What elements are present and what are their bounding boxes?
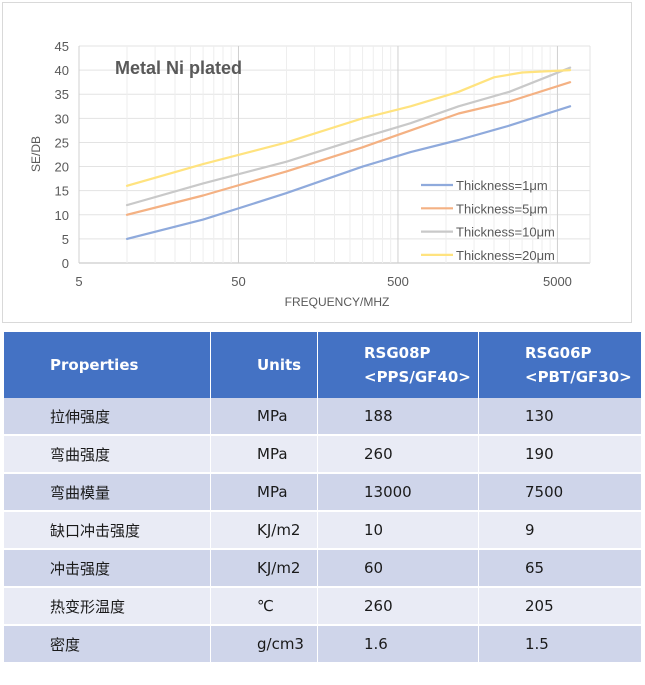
property-name: 弯曲强度 bbox=[4, 436, 211, 474]
properties-table: Properties Units RSG08P <PPS/GF40> RSG06P… bbox=[4, 332, 642, 664]
chart-series bbox=[125, 66, 572, 240]
chart-grid bbox=[78, 45, 591, 264]
y-tick-label: 30 bbox=[55, 111, 69, 126]
rsg06p-value: 7500 bbox=[479, 474, 642, 512]
legend-label-3: Thickness=10μm bbox=[456, 225, 555, 240]
rsg06p-value: 205 bbox=[479, 588, 642, 626]
property-name: 冲击强度 bbox=[4, 550, 211, 588]
header-properties: Properties bbox=[4, 332, 211, 398]
table-row: 冲击强度 KJ/m2 60 65 bbox=[4, 550, 642, 588]
series-line-3 bbox=[125, 66, 572, 207]
table-row: 密度 g/cm3 1.6 1.5 bbox=[4, 626, 642, 664]
rsg08p-value: 188 bbox=[318, 398, 479, 436]
rsg06p-value: 190 bbox=[479, 436, 642, 474]
x-axis-title: FREQUENCY/MHZ bbox=[285, 295, 390, 309]
x-tick-label: 50 bbox=[231, 274, 245, 289]
property-name: 拉伸强度 bbox=[4, 398, 211, 436]
table-row: 热变形温度 ℃ 260 205 bbox=[4, 588, 642, 626]
property-name: 热变形温度 bbox=[4, 588, 211, 626]
chart-legend: Thickness=1μm Thickness=5μm Thickness=10μm… bbox=[421, 178, 555, 263]
series-line-4 bbox=[125, 68, 572, 187]
series-line-2 bbox=[125, 81, 572, 216]
y-tick-label: 15 bbox=[55, 184, 69, 199]
rsg08p-value: 10 bbox=[318, 512, 479, 550]
legend-label-2: Thickness=5μm bbox=[456, 201, 548, 216]
rsg08p-value: 260 bbox=[318, 588, 479, 626]
table-row: 缺口冲击强度 KJ/m2 10 9 bbox=[4, 512, 642, 550]
se-frequency-chart: 0 5 10 15 20 25 30 35 40 45 5 50 500 5000 Metal Ni pl… bbox=[2, 2, 632, 323]
rsg08p-value: 1.6 bbox=[318, 626, 479, 664]
property-unit: g/cm3 bbox=[211, 626, 318, 664]
property-unit: MPa bbox=[211, 436, 318, 474]
rsg06p-value: 9 bbox=[479, 512, 642, 550]
table-row: 弯曲模量 MPa 13000 7500 bbox=[4, 474, 642, 512]
property-unit: ℃ bbox=[211, 588, 318, 626]
x-tick-label: 5 bbox=[75, 274, 82, 289]
rsg06p-value: 1.5 bbox=[479, 626, 642, 664]
y-tick-label: 35 bbox=[55, 87, 69, 102]
y-tick-label: 0 bbox=[62, 256, 69, 271]
property-name: 缺口冲击强度 bbox=[4, 512, 211, 550]
table-header-row: Properties Units RSG08P <PPS/GF40> RSG06P… bbox=[4, 332, 642, 398]
x-tick-label: 5000 bbox=[543, 274, 572, 289]
y-tick-label: 25 bbox=[55, 135, 69, 150]
header-units: Units bbox=[211, 332, 318, 398]
property-unit: KJ/m2 bbox=[211, 550, 318, 588]
property-unit: KJ/m2 bbox=[211, 512, 318, 550]
series-line-1 bbox=[125, 105, 572, 240]
legend-label-1: Thickness=1μm bbox=[456, 178, 548, 193]
y-tick-label: 40 bbox=[55, 63, 69, 78]
property-name: 弯曲模量 bbox=[4, 474, 211, 512]
rsg08p-value: 60 bbox=[318, 550, 479, 588]
chart-title: Metal Ni plated bbox=[115, 58, 242, 78]
rsg08p-value: 13000 bbox=[318, 474, 479, 512]
y-tick-label: 5 bbox=[62, 232, 69, 247]
rsg08p-value: 260 bbox=[318, 436, 479, 474]
rsg06p-value: 130 bbox=[479, 398, 642, 436]
header-rsg06p: RSG06P <PBT/GF30> bbox=[479, 332, 642, 398]
property-unit: MPa bbox=[211, 398, 318, 436]
header-rsg08p: RSG08P <PPS/GF40> bbox=[318, 332, 479, 398]
y-tick-label: 45 bbox=[55, 39, 69, 54]
y-tick-label: 20 bbox=[55, 160, 69, 175]
y-axis-title: SE/DB bbox=[29, 136, 43, 172]
x-tick-label: 500 bbox=[387, 274, 409, 289]
legend-label-4: Thickness=20μm bbox=[456, 248, 555, 263]
y-tick-label: 10 bbox=[55, 208, 69, 223]
table-row: 拉伸强度 MPa 188 130 bbox=[4, 398, 642, 436]
table-row: 弯曲强度 MPa 260 190 bbox=[4, 436, 642, 474]
property-unit: MPa bbox=[211, 474, 318, 512]
property-name: 密度 bbox=[4, 626, 211, 664]
rsg06p-value: 65 bbox=[479, 550, 642, 588]
